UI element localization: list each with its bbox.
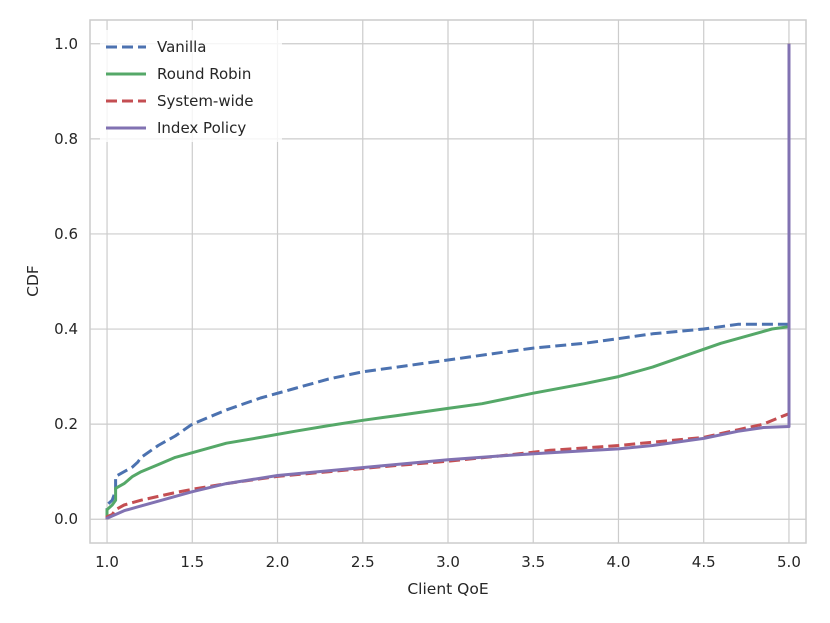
legend-label: Vanilla — [157, 38, 207, 56]
x-tick-label: 4.5 — [692, 553, 716, 571]
legend-box — [100, 30, 282, 142]
x-tick-label: 2.5 — [351, 553, 375, 571]
legend: Vanilla Round Robin System-wide Index Polic… — [100, 30, 282, 142]
x-tick-label: 3.0 — [436, 553, 460, 571]
legend-label: System-wide — [157, 92, 254, 110]
y-tick-labels: 0.0 0.2 0.4 0.6 0.8 1.0 — [54, 35, 78, 528]
y-tick-label: 0.6 — [54, 225, 78, 243]
y-axis-label: CDF — [24, 265, 42, 297]
legend-label: Index Policy — [157, 119, 246, 137]
x-tick-label: 2.0 — [266, 553, 290, 571]
x-tick-label: 4.0 — [607, 553, 631, 571]
series-line-index-policy — [105, 43, 791, 520]
x-tick-label: 5.0 — [777, 553, 801, 571]
y-tick-label: 0.2 — [54, 415, 78, 433]
legend-label: Round Robin — [157, 65, 251, 83]
x-axis-label: Client QoE — [407, 580, 488, 598]
x-tick-label: 1.5 — [180, 553, 204, 571]
series-line-round-robin — [105, 43, 791, 520]
y-tick-label: 0.8 — [54, 130, 78, 148]
x-tick-labels: 1.0 1.5 2.0 2.5 3.0 3.5 4.0 4.5 5.0 — [95, 553, 801, 571]
plot-frame — [89, 19, 807, 544]
series-lines — [105, 43, 791, 520]
series-line-vanilla — [105, 43, 791, 520]
x-tick-label: 3.5 — [521, 553, 545, 571]
x-tick-label: 1.0 — [95, 553, 119, 571]
y-tick-label: 0.0 — [54, 510, 78, 528]
y-tick-label: 0.4 — [54, 320, 78, 338]
y-tick-label: 1.0 — [54, 35, 78, 53]
